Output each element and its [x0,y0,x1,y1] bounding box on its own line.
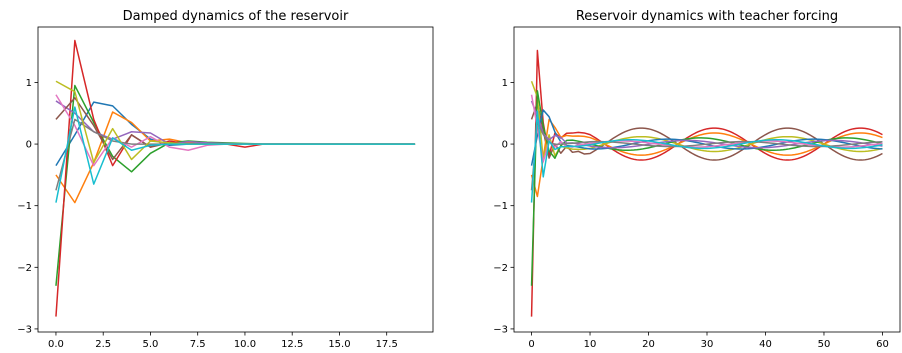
left-chart-series-line-4 [55,39,416,317]
right-chart-x-tick-label: 50 [818,339,831,350]
right-chart-y-tick-label: −1 [493,201,508,212]
left-chart-series-line-10 [55,106,416,203]
right-chart-axes-frame [513,26,901,333]
left-chart-x-tick-label: 2.5 [95,339,111,350]
left-chart-x-tick-label: 12.5 [281,339,303,350]
left-chart-y-tick-label: 1 [26,78,32,89]
right-chart-y-tick-label: 1 [502,78,508,89]
right-chart-x-ticks: 0 10 20 30 40 50 60 [528,332,889,350]
left-chart-series-line-5 [55,100,416,145]
right-chart-series-line-10 [530,110,883,203]
right-chart-x-tick-label: 0 [528,339,534,350]
left-chart-x-tick-label: 7.5 [190,339,206,350]
left-chart-series-line-3 [55,84,416,286]
right-chart-series-line-5 [530,90,883,286]
right-chart-x-tick-label: 10 [584,339,597,350]
right-chart-title: Reservoir dynamics with teacher forcing [576,9,838,24]
left-chart-x-tick-label: 15.0 [328,339,350,350]
right-chart-series-line-1 [530,49,883,317]
right-chart-y-tick-label: −2 [493,263,508,274]
left-chart-y-tick-label: −3 [17,324,32,335]
right-chart-y-ticks: 1 0 −1 −2 −3 [493,78,514,335]
right-chart-x-tick-label: 60 [876,339,889,350]
left-chart-panel: Damped dynamics of the reservoir 0.0 2.5 5… [17,9,434,350]
right-chart-x-tick-label: 20 [642,339,655,350]
right-chart-x-tick-label: 30 [701,339,714,350]
left-chart-y-ticks: 1 0 −1 −2 −3 [17,78,38,335]
left-chart-x-tick-label: 10.0 [234,339,256,350]
left-chart-x-tick-label: 17.5 [376,339,398,350]
left-chart-title: Damped dynamics of the reservoir [123,9,349,24]
right-chart-series-line-7 [530,100,883,149]
right-chart-x-tick-label: 40 [759,339,772,350]
right-chart-y-tick-label: −3 [493,324,508,335]
left-chart-y-tick-label: −2 [17,263,32,274]
left-chart-y-tick-label: 0 [26,140,32,151]
left-chart-x-tick-label: 0.0 [48,339,64,350]
left-chart-x-ticks: 0.0 2.5 5.0 7.5 10.0 12.5 15.0 17.5 [48,332,398,350]
left-chart-series-group [55,39,416,317]
right-chart-series-line-3 [530,118,883,198]
right-chart-panel: Reservoir dynamics with teacher forcing … [493,9,901,350]
left-chart-y-tick-label: −1 [17,201,32,212]
right-chart-y-tick-label: 0 [502,140,508,151]
right-chart-series-group [530,49,883,317]
left-chart-axes-frame [37,26,434,333]
left-chart-x-tick-label: 5.0 [142,339,158,350]
